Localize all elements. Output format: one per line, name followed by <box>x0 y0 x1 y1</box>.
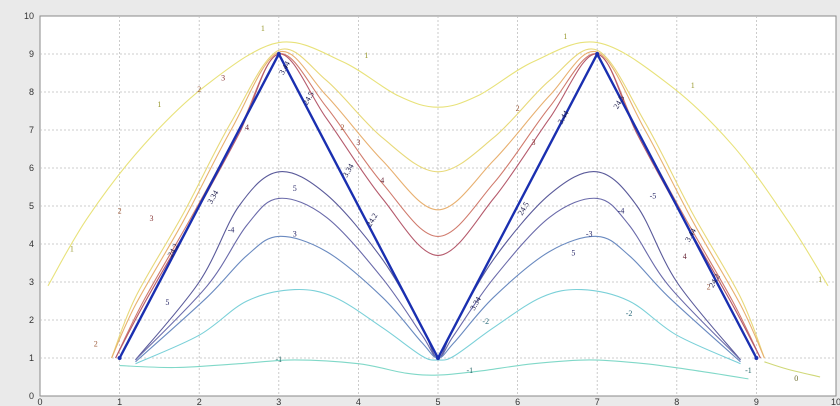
y-tick-label: 7 <box>29 125 34 135</box>
main-path-vertex <box>436 356 440 360</box>
contour-label: 2 <box>707 283 711 292</box>
y-tick-label: 6 <box>29 163 34 173</box>
x-tick-label: 2 <box>197 397 202 406</box>
contour-line <box>47 41 829 287</box>
contour-label: -4 <box>228 226 235 235</box>
y-tick-label: 4 <box>29 239 34 249</box>
main-path-vertex <box>595 52 600 56</box>
y-tick-label: 9 <box>29 49 34 59</box>
x-tick-label: 3 <box>276 397 281 406</box>
main-path-vertex <box>117 356 122 360</box>
y-tick-label: 0 <box>29 391 34 401</box>
contour-label: 1 <box>70 245 74 254</box>
contour-line <box>764 361 821 378</box>
contour-label: -3 <box>586 229 593 238</box>
contour-label: -2 <box>482 317 489 326</box>
main-path-vertex <box>276 52 281 56</box>
contour-label: 5 <box>293 184 297 193</box>
contour-label: 4 <box>380 176 384 185</box>
contour-label: 2 <box>197 85 201 94</box>
contour-label: -1 <box>467 366 474 375</box>
y-tick-label: 10 <box>24 11 34 21</box>
contour-label: -1 <box>745 366 752 375</box>
contour-label: 2 <box>94 340 98 349</box>
main-path-vertex <box>754 356 759 360</box>
x-tick-label: 4 <box>356 397 361 406</box>
contour-label: -5 <box>650 191 657 200</box>
x-tick-label: 0 <box>37 397 42 406</box>
contour-label: 3 <box>149 214 153 223</box>
contour-label: 1 <box>364 51 368 60</box>
y-tick-label: 5 <box>29 201 34 211</box>
contour-label: -4 <box>618 207 625 216</box>
contour-label: 2 <box>118 207 122 216</box>
contour-label: 1 <box>563 32 567 41</box>
main-path <box>117 51 759 361</box>
contour-label: 3 <box>221 74 225 83</box>
contour-label: 2 <box>516 104 520 113</box>
contour-label: 1 <box>818 275 822 284</box>
x-tick-label: 10 <box>831 397 840 406</box>
contour-label: 1 <box>261 24 265 33</box>
contour-label: 3 <box>532 138 536 147</box>
x-tick-label: 8 <box>674 397 679 406</box>
contour-label: 1 <box>157 100 161 109</box>
y-tick-label: 3 <box>29 277 34 287</box>
contour-label: 3 <box>293 229 297 238</box>
x-tick-label: 1 <box>117 397 122 406</box>
contour-line <box>119 359 749 380</box>
y-tick-label: 2 <box>29 315 34 325</box>
x-tick-label: 5 <box>435 397 440 406</box>
contour-labels: 1 1 1 1 1 1 1 2 2 2 2 2 2 3 3 3 3 3 -3 4 4 4 -4 -4 5 5 5 -5 -2 -2 -1 -1… <box>70 24 822 383</box>
contour-label: 0 <box>794 374 798 383</box>
contour-label: 2 <box>340 123 344 132</box>
contour-label: 4 <box>245 123 249 132</box>
x-tick-label: 7 <box>595 397 600 406</box>
x-tick-label: 9 <box>754 397 759 406</box>
contour-label: 5 <box>571 248 575 257</box>
contour-line <box>111 50 765 359</box>
y-tick-label: 1 <box>29 353 34 363</box>
contour-label: 1 <box>691 81 695 90</box>
contour-label: 5 <box>165 298 169 307</box>
y-tick-label: 8 <box>29 87 34 97</box>
contour-line <box>111 48 765 359</box>
contour-label: 3 <box>356 138 360 147</box>
contour-label: -1 <box>275 355 282 364</box>
contour-label: -2 <box>626 309 633 318</box>
x-tick-label: 6 <box>515 397 520 406</box>
contour-label: 4 <box>683 252 687 261</box>
